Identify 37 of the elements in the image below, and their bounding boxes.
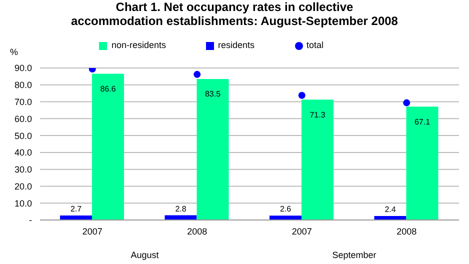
legend-label: non-residents	[111, 40, 166, 50]
data-label: 71.3	[310, 110, 326, 120]
data-label: 86.6	[100, 84, 116, 94]
data-label: 2.7	[70, 204, 82, 214]
data-label: 2.4	[384, 204, 396, 214]
legend-label: total	[306, 40, 324, 50]
data-label: 2.8	[175, 204, 187, 214]
data-label: 67.1	[414, 117, 431, 126]
bar	[270, 216, 302, 220]
bar	[302, 100, 334, 220]
chart-title: Chart 1. Net occupancy rates in collective accommodation establishments: August-September 2008	[70, 0, 399, 30]
data-label: 2.6	[280, 204, 292, 214]
y-tick-label: 20.0	[14, 181, 32, 192]
point	[403, 99, 410, 106]
text: August	[130, 250, 160, 260]
x-tick-label: 2007	[292, 226, 312, 236]
y-tick-label: 40.0	[14, 148, 32, 158]
legend-label: residents	[218, 40, 255, 50]
x-tick-label: 2008	[187, 226, 208, 236]
y-tick-label: 90.0	[14, 63, 32, 74]
point	[298, 92, 306, 99]
y-tick-label: -	[29, 215, 32, 226]
y-tick-label: 50.0	[14, 130, 32, 141]
text: September	[331, 250, 378, 260]
point	[194, 70, 201, 78]
x-tick-label: 2007	[82, 226, 102, 236]
bar	[92, 74, 124, 220]
y-tick-label: 80.0	[14, 80, 32, 90]
data-label: 83.5	[204, 90, 222, 99]
x-tick-label: 2008	[396, 226, 417, 236]
y-tick-label: 60.0	[14, 114, 32, 124]
y-tick-label: 30.0	[14, 164, 32, 175]
y-tick-label: 10.0	[14, 198, 32, 208]
y-tick-label: 70.0	[14, 96, 32, 107]
bar	[406, 106, 438, 220]
bar	[196, 78, 229, 220]
y-axis-title: %	[10, 47, 18, 57]
